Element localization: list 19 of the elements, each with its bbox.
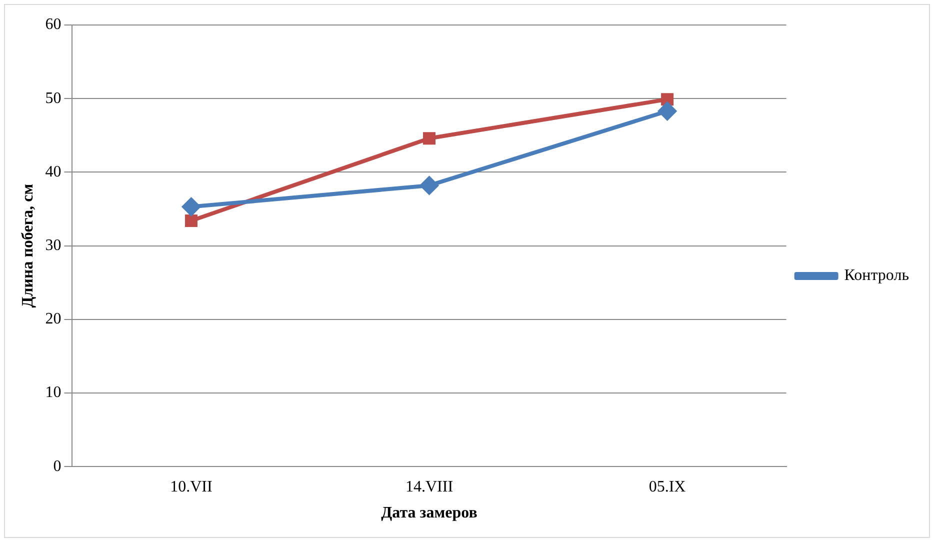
x-tick-label: 05.IX [648,478,686,496]
y-tick-label: 20 [45,310,62,328]
y-tick-label: 40 [45,163,62,180]
legend-label: Контроль [844,267,910,284]
y-tick-label: 0 [53,458,62,475]
point [661,93,674,106]
point [423,132,436,145]
y-tick-label: 50 [45,90,62,107]
y-tick-label: 30 [45,237,62,254]
point [184,214,198,228]
point [420,176,438,194]
point [658,102,676,120]
x-axis-title: Дата замеров [381,504,478,522]
y-tick-label: 10 [45,384,62,402]
x-tick-label: 10.VII [170,478,212,496]
y-axis-title: Длина побега, см [20,184,37,308]
point [182,198,200,216]
x-tick-label: 14.VIII [405,478,454,496]
y-tick-label: 60 [45,16,62,34]
